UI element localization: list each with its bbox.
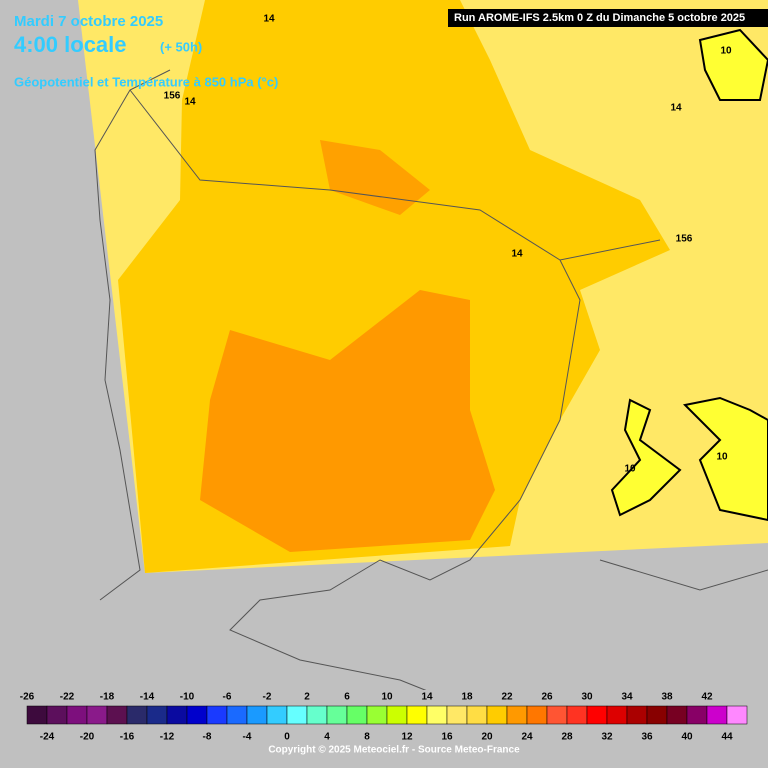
hot-area: [320, 140, 430, 215]
legend-label: 26: [541, 692, 553, 703]
legend-swatch: [286, 705, 308, 725]
legend-label: 24: [521, 732, 533, 743]
legend-swatch: [486, 705, 508, 725]
legend-label: -6: [223, 692, 232, 703]
legend-label: -2: [263, 692, 272, 703]
legend-swatch: [706, 705, 728, 725]
legend-swatch: [126, 705, 148, 725]
legend-swatch: [686, 705, 708, 725]
contour-label: 156: [164, 91, 181, 102]
legend-label: 16: [441, 732, 453, 743]
contour-label: 10: [720, 46, 732, 57]
legend-swatch: [166, 705, 188, 725]
parameter: Géopotentiel et Température à 850 hPa (°…: [14, 74, 278, 89]
time: 4:00 locale: [14, 32, 127, 57]
legend-label: 2: [304, 692, 310, 703]
legend-swatch: [326, 705, 348, 725]
legend-label: 28: [561, 732, 573, 743]
legend-swatch: [586, 705, 608, 725]
contour-label: 14: [511, 249, 523, 260]
legend-swatch: [46, 705, 68, 725]
legend-swatch: [646, 705, 668, 725]
legend-label: 0: [284, 732, 290, 743]
legend-label: -14: [140, 692, 155, 703]
legend-swatch: [306, 705, 328, 725]
legend-area: [0, 690, 768, 768]
legend-label: -12: [160, 732, 175, 743]
contour-label: 10: [716, 452, 728, 463]
legend-label: 12: [401, 732, 413, 743]
cool-area: [682, 396, 768, 522]
legend-swatch: [446, 705, 468, 725]
legend-label: 22: [501, 692, 513, 703]
legend-swatch: [266, 705, 288, 725]
date: Mardi 7 octobre 2025: [14, 13, 163, 30]
contour-label: 10: [624, 464, 636, 475]
cool-area: [610, 398, 682, 517]
contour-label: 156: [676, 234, 693, 245]
legend-swatch: [606, 705, 628, 725]
legend-label: -20: [80, 732, 95, 743]
legend-swatch: [26, 705, 48, 725]
legend-label: 14: [421, 692, 433, 703]
legend-label: 10: [381, 692, 393, 703]
legend-swatch: [146, 705, 168, 725]
run-info: Run AROME-IFS 2.5km 0 Z du Dimanche 5 oc…: [454, 12, 745, 24]
legend-swatch: [106, 705, 128, 725]
legend-label: 34: [621, 692, 633, 703]
legend-swatch: [86, 705, 108, 725]
legend-label: -8: [203, 732, 212, 743]
legend-label: -26: [20, 692, 35, 703]
legend-swatch: [526, 705, 548, 725]
legend-swatch: [406, 705, 428, 725]
lead: (+ 50h): [160, 39, 202, 54]
cool-area: [698, 28, 768, 101]
legend-swatch: [366, 705, 388, 725]
legend-label: 32: [601, 732, 613, 743]
hot-area: [200, 290, 495, 552]
legend-label: -10: [180, 692, 195, 703]
legend-swatch: [226, 705, 248, 725]
legend-swatch: [726, 705, 748, 725]
legend-swatch: [626, 705, 648, 725]
legend-label: 38: [661, 692, 673, 703]
legend-label: -4: [243, 732, 252, 743]
legend-label: 30: [581, 692, 593, 703]
legend-label: 42: [701, 692, 713, 703]
legend-label: 40: [681, 732, 693, 743]
legend-label: 36: [641, 732, 653, 743]
legend-swatch: [506, 705, 528, 725]
legend-swatch: [426, 705, 448, 725]
legend-swatch: [246, 705, 268, 725]
legend-label: 44: [721, 732, 733, 743]
legend-swatch: [206, 705, 228, 725]
legend-label: 8: [364, 732, 370, 743]
legend-swatch: [186, 705, 208, 725]
legend-swatch: [546, 705, 568, 725]
copyright: Copyright © 2025 Meteociel.fr - Source M…: [268, 745, 520, 756]
legend-swatch: [386, 705, 408, 725]
legend-label: 18: [461, 692, 473, 703]
legend-label: -16: [120, 732, 135, 743]
border: [94, 69, 768, 721]
contour-label: 14: [184, 97, 196, 108]
legend-swatch: [666, 705, 688, 725]
legend-label: 4: [324, 732, 330, 743]
run-box: [448, 9, 768, 27]
legend-label: -18: [100, 692, 115, 703]
legend-swatch: [466, 705, 488, 725]
legend-label: -22: [60, 692, 75, 703]
legend-swatch: [66, 705, 88, 725]
legend-label: -24: [40, 732, 55, 743]
contour-label: 14: [263, 14, 275, 25]
legend-swatch: [566, 705, 588, 725]
legend-label: 20: [481, 732, 493, 743]
legend-label: 6: [344, 692, 350, 703]
contour-label: 14: [670, 103, 682, 114]
legend-swatch: [346, 705, 368, 725]
